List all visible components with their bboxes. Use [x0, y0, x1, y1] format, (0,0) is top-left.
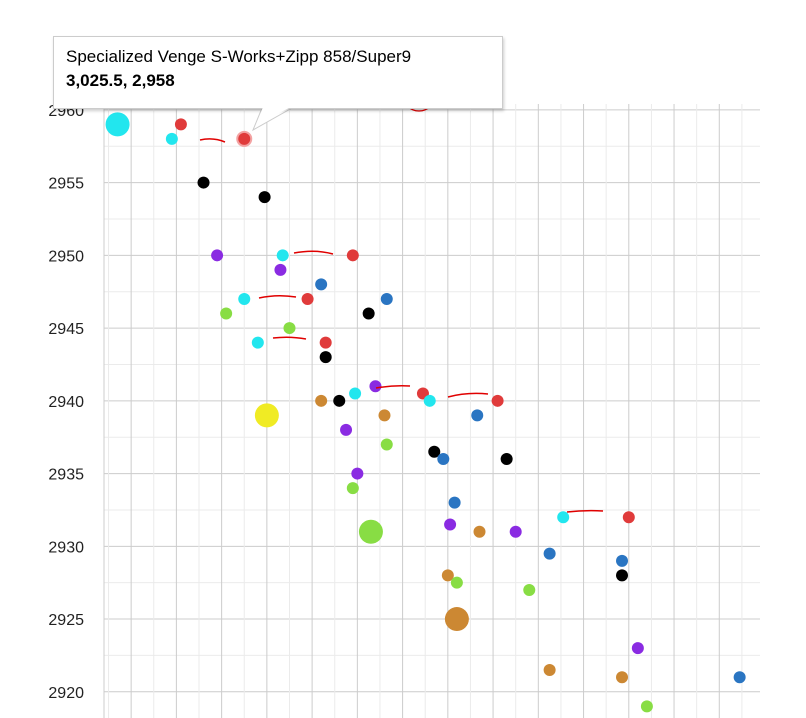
data-point[interactable] — [211, 249, 224, 262]
data-point[interactable] — [450, 576, 463, 589]
tooltip-series-name: Specialized Venge S-Works+Zipp 858/Super… — [66, 47, 412, 66]
data-point[interactable] — [500, 453, 513, 466]
y-tick-label: 2925 — [48, 612, 84, 629]
data-point[interactable] — [428, 445, 441, 458]
data-point[interactable] — [448, 496, 461, 509]
annotation-stroke — [258, 294, 297, 299]
data-point[interactable] — [301, 292, 314, 305]
data-point[interactable] — [349, 387, 362, 400]
y-tick-label: 2920 — [48, 685, 84, 702]
data-points — [105, 112, 746, 713]
data-point-highlighted[interactable] — [236, 130, 253, 147]
data-point[interactable] — [369, 380, 382, 393]
data-point[interactable] — [616, 569, 629, 582]
data-point[interactable] — [543, 663, 556, 676]
data-point[interactable] — [380, 438, 393, 451]
data-point[interactable] — [622, 511, 635, 524]
annotation-stroke — [293, 250, 334, 255]
data-point[interactable] — [473, 525, 486, 538]
annotation-stroke — [566, 509, 604, 513]
data-point[interactable] — [640, 700, 653, 713]
red-annotations — [199, 78, 604, 513]
tooltip: Specialized Venge S-Works+Zipp 858/Super… — [53, 36, 503, 109]
data-point[interactable] — [733, 671, 746, 684]
annotation-stroke — [447, 392, 489, 398]
data-point[interactable] — [380, 292, 393, 305]
data-point[interactable] — [174, 118, 187, 131]
data-point[interactable] — [238, 292, 251, 305]
data-point[interactable] — [274, 263, 287, 276]
data-point[interactable] — [105, 112, 130, 137]
data-point[interactable] — [346, 249, 359, 262]
data-point[interactable] — [340, 423, 353, 436]
data-point[interactable] — [616, 554, 629, 567]
tooltip-value: 3,025.5, 2,958 — [66, 71, 175, 90]
y-tick-label: 2950 — [48, 248, 84, 265]
data-point[interactable] — [254, 403, 279, 428]
data-point[interactable] — [276, 249, 289, 262]
data-point[interactable] — [523, 583, 536, 596]
data-point[interactable] — [258, 191, 271, 204]
data-point[interactable] — [165, 132, 178, 145]
data-point[interactable] — [315, 394, 328, 407]
data-point[interactable] — [471, 409, 484, 422]
data-point[interactable] — [333, 394, 346, 407]
annotation-stroke — [375, 385, 411, 389]
data-point[interactable] — [444, 518, 457, 531]
data-point[interactable] — [346, 482, 359, 495]
data-point[interactable] — [358, 519, 383, 544]
data-point[interactable] — [509, 525, 522, 538]
y-tick-label: 2940 — [48, 394, 84, 411]
data-point[interactable] — [362, 307, 375, 320]
annotation-stroke — [199, 138, 226, 143]
y-tick-label: 2945 — [48, 321, 84, 338]
annotation-stroke — [272, 336, 307, 340]
data-point[interactable] — [251, 336, 264, 349]
data-point[interactable] — [378, 409, 391, 422]
data-point[interactable] — [616, 671, 629, 684]
data-point[interactable] — [220, 307, 233, 320]
data-point[interactable] — [351, 467, 364, 480]
data-point[interactable] — [557, 511, 570, 524]
grid — [103, 104, 760, 718]
y-tick-label: 2955 — [48, 176, 84, 193]
data-point[interactable] — [437, 453, 450, 466]
y-tick-label: 2935 — [48, 467, 84, 484]
data-point[interactable] — [631, 642, 644, 655]
data-point[interactable] — [197, 176, 210, 189]
data-point[interactable] — [444, 607, 469, 632]
y-tick-label: 2930 — [48, 539, 84, 556]
data-point[interactable] — [543, 547, 556, 560]
data-point[interactable] — [319, 336, 332, 349]
data-point[interactable] — [283, 322, 296, 335]
data-point[interactable] — [491, 394, 504, 407]
data-point[interactable] — [315, 278, 328, 291]
data-point[interactable] — [441, 569, 454, 582]
data-point[interactable] — [319, 351, 332, 364]
data-point[interactable] — [423, 394, 436, 407]
tooltip-pointer — [251, 107, 294, 132]
